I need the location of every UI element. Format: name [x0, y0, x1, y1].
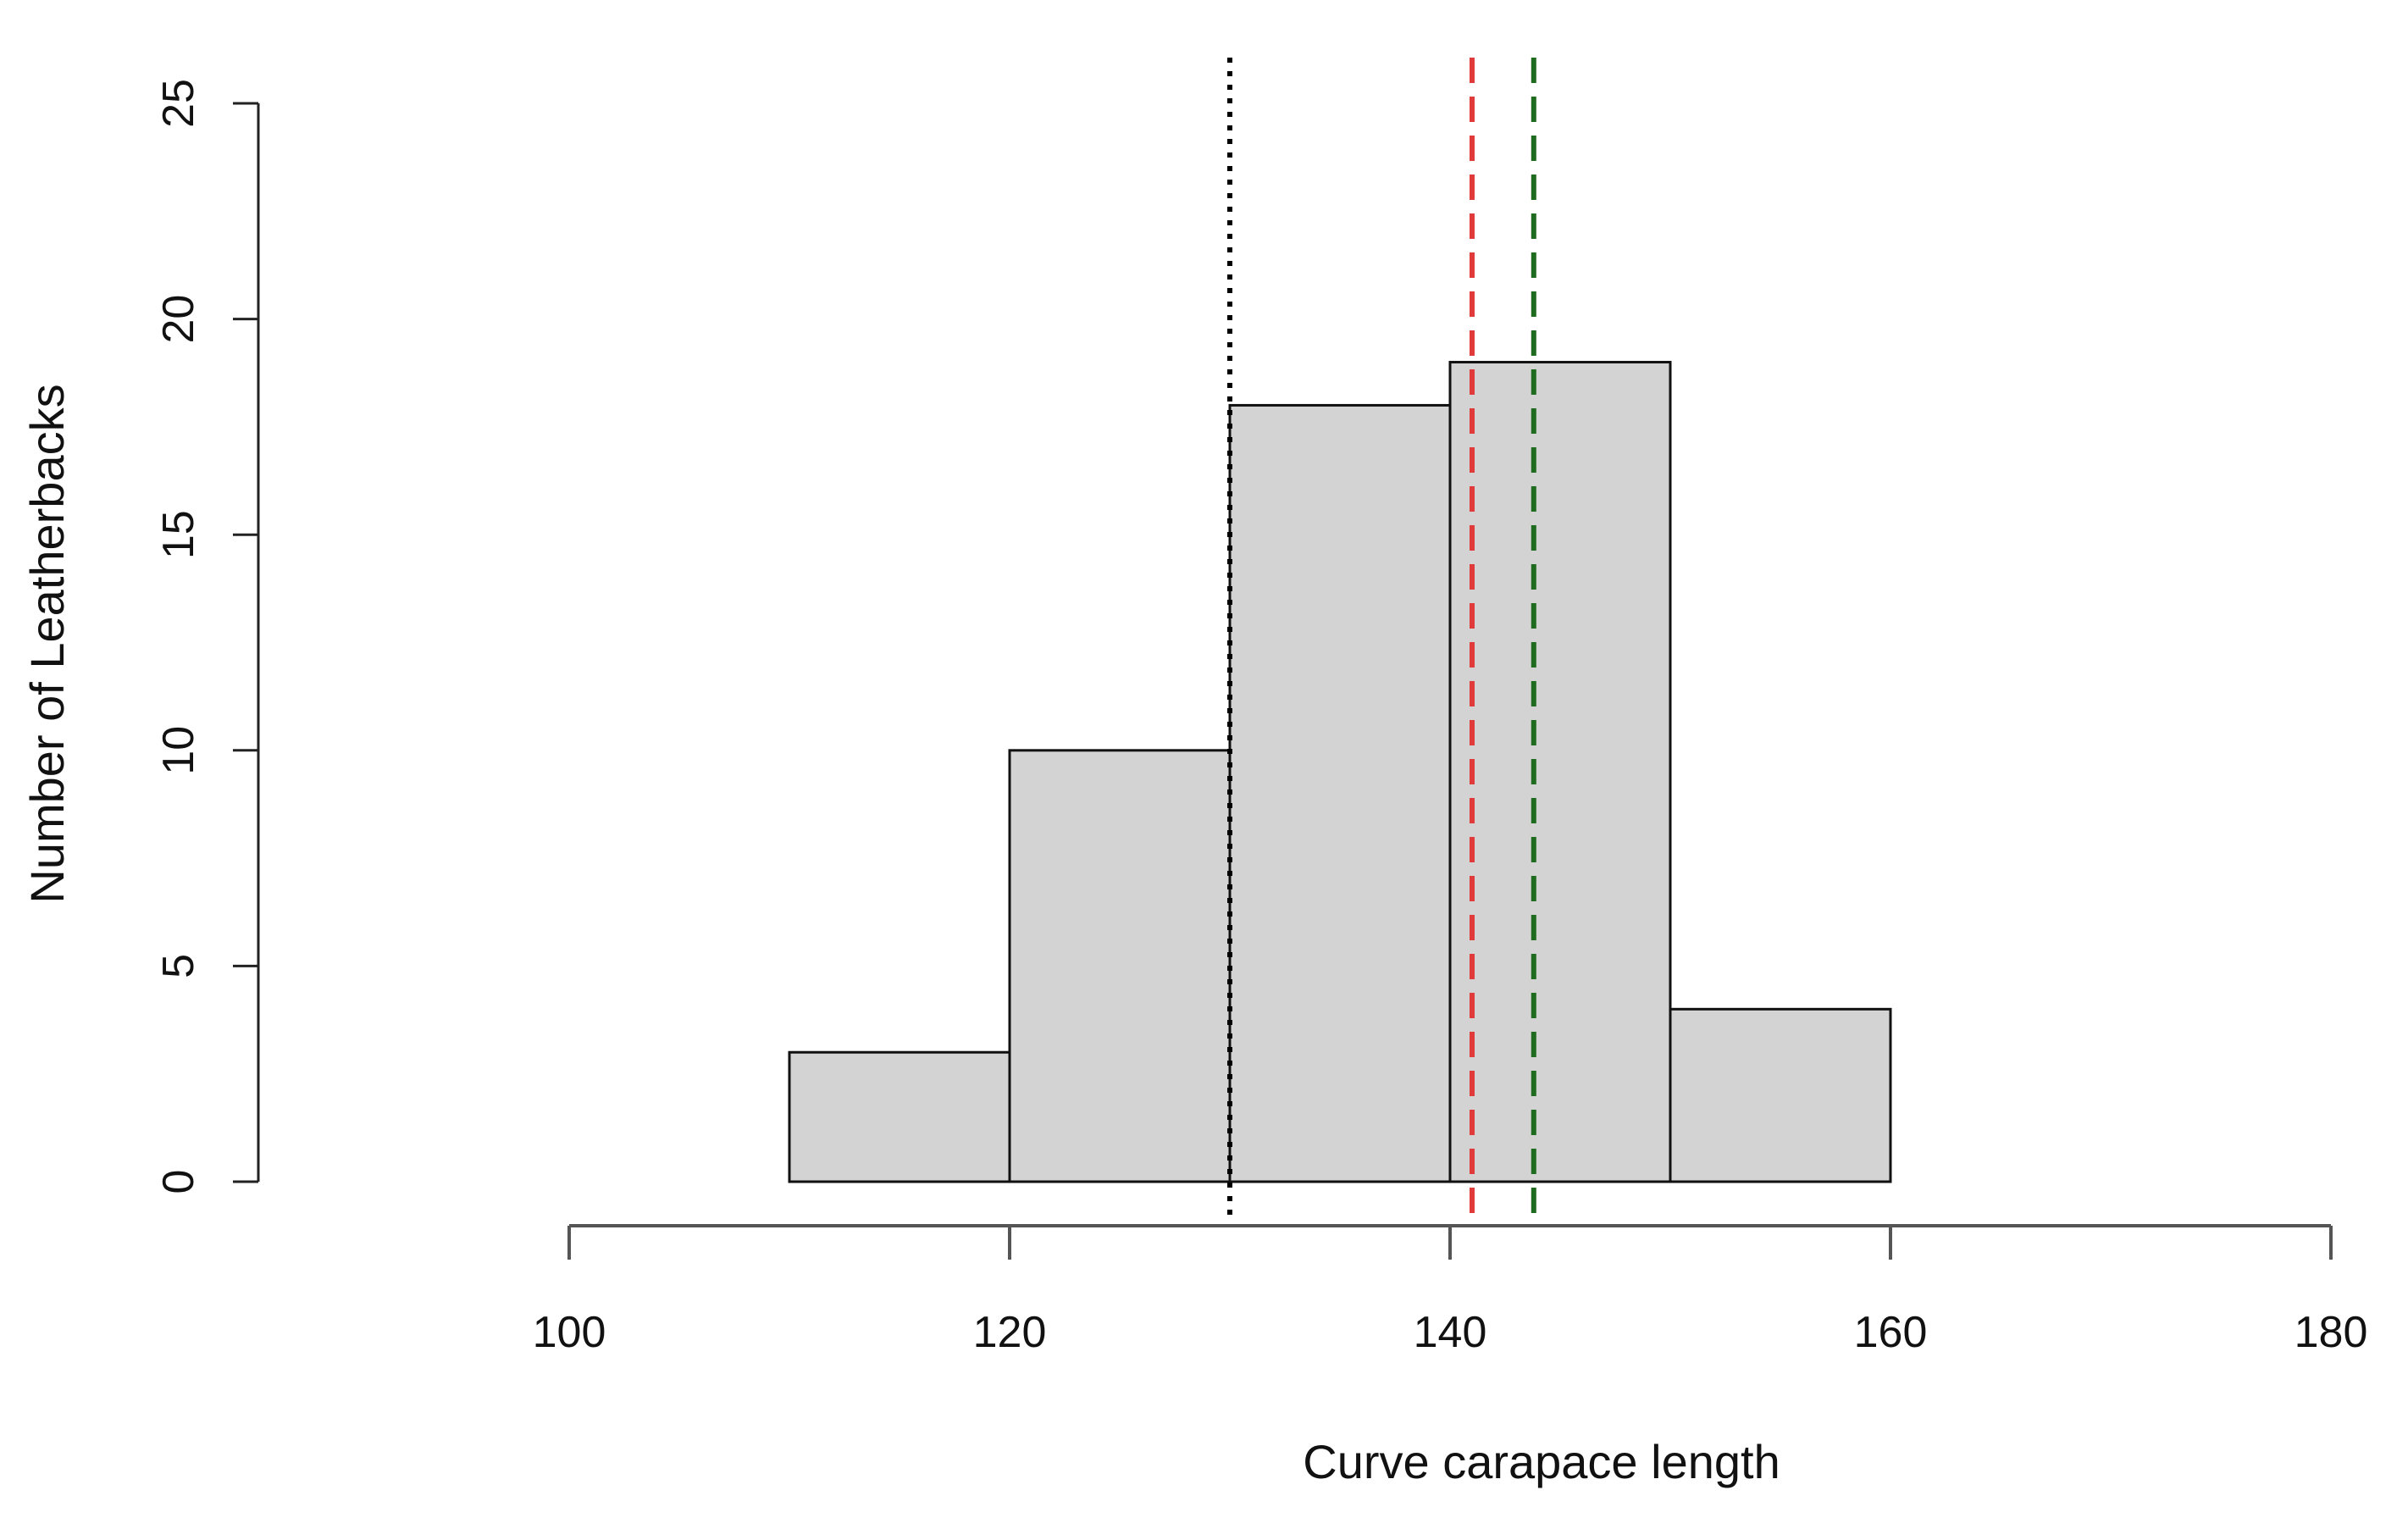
- histogram-bar: [1669, 1007, 1892, 1183]
- x-tick-label: 160: [1854, 1308, 1928, 1357]
- y-tick-label: 25: [154, 79, 203, 128]
- histogram-bar: [1228, 403, 1452, 1183]
- y-axis-title: Number of Leatherbacks: [20, 384, 74, 903]
- histogram-bar: [788, 1050, 1011, 1183]
- x-ticks: 100 120 140 160 180: [533, 1226, 2368, 1357]
- bars-layer: [788, 361, 1892, 1183]
- y-tick-label: 5: [154, 954, 203, 978]
- x-axis-title: Curve carapace length: [1303, 1435, 1780, 1488]
- y-tick-label: 20: [154, 295, 203, 344]
- x-tick-label: 100: [533, 1308, 606, 1357]
- histogram-bar: [1448, 361, 1672, 1183]
- x-tick-label: 180: [2295, 1308, 2368, 1357]
- histogram-bar: [1008, 749, 1232, 1183]
- y-ticks: 0 5 10 15 20 25: [154, 79, 258, 1194]
- y-tick-label: 10: [154, 726, 203, 775]
- reference-lines: [1227, 58, 1536, 1222]
- y-tick-label: 15: [154, 510, 203, 559]
- x-tick-label: 120: [973, 1308, 1047, 1357]
- x-tick-label: 140: [1414, 1308, 1487, 1357]
- y-tick-label: 0: [154, 1170, 203, 1194]
